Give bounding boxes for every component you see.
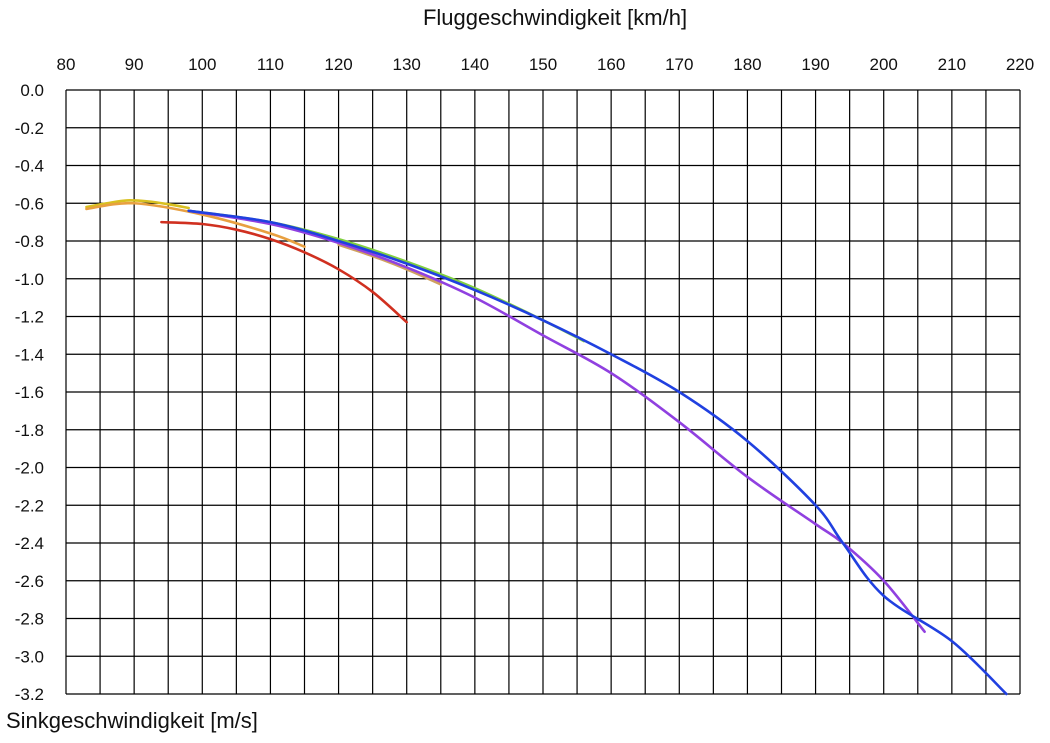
y-tick-label: -2.4	[15, 534, 44, 553]
x-tick-label: 140	[461, 55, 489, 74]
y-tick-label: -1.0	[15, 270, 44, 289]
x-tick-label: 80	[57, 55, 76, 74]
chart-title: Fluggeschwindigkeit [km/h]	[422, 5, 688, 30]
y-tick-label: -3.2	[15, 685, 44, 704]
x-tick-label: 100	[188, 55, 216, 74]
y-tick-label: -0.2	[15, 119, 44, 138]
y-tick-label: 0.0	[20, 81, 44, 100]
y-tick-label: -2.8	[15, 610, 44, 629]
series-line-7	[187, 209, 1008, 696]
y-tick-label: -1.8	[15, 421, 44, 440]
grid-layer	[65, 89, 1021, 695]
series-line-2	[85, 201, 306, 248]
x-tick-label: 120	[324, 55, 352, 74]
y-tick-label: -2.6	[15, 572, 44, 591]
y-tick-label: -1.2	[15, 308, 44, 327]
x-tick-label: 150	[529, 55, 557, 74]
series-line-1	[85, 199, 190, 210]
y-tick-label: -3.0	[15, 647, 44, 666]
tick-label-layer: 80 90 100 110 120 130 140 150 160 170 180 190 200 210…	[15, 55, 1034, 704]
x-tick-label: 220	[1006, 55, 1034, 74]
x-tick-label: 190	[801, 55, 829, 74]
y-tick-label: -0.6	[15, 194, 44, 213]
x-tick-label: 210	[938, 55, 966, 74]
x-tick-label: 110	[257, 55, 284, 74]
series-line-5	[337, 243, 443, 286]
x-tick-label: 180	[733, 55, 761, 74]
x-tick-label: 90	[125, 55, 144, 74]
y-tick-label: -0.4	[15, 157, 44, 176]
x-tick-label: 170	[665, 55, 693, 74]
y-tick-label: -2.0	[15, 459, 44, 478]
y-axis-label: Sinkgeschwindigkeit [m/s]	[6, 708, 258, 733]
x-tick-label: 130	[393, 55, 421, 74]
series-layer	[85, 199, 1008, 696]
x-tick-label: 200	[870, 55, 898, 74]
series-line-4	[187, 209, 586, 343]
y-tick-label: -2.2	[15, 496, 44, 515]
y-tick-label: -0.8	[15, 232, 44, 251]
y-tick-label: -1.6	[15, 383, 44, 402]
y-tick-label: -1.4	[15, 345, 44, 364]
series-line-6	[187, 209, 926, 634]
x-tick-label: 160	[597, 55, 625, 74]
series-line-3	[160, 220, 409, 324]
